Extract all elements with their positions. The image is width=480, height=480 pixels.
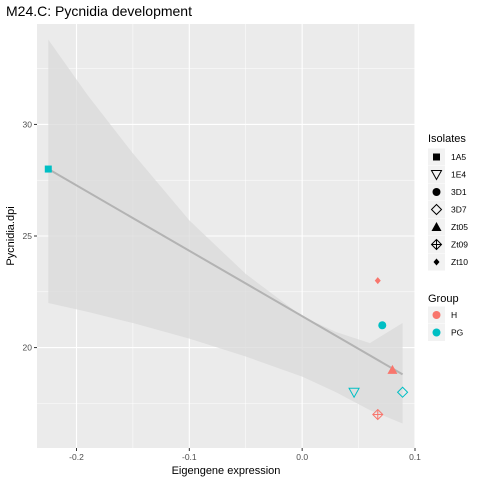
legend-group-items: H PG — [428, 306, 463, 341]
confidence-ribbon-layer — [48, 39, 403, 424]
x-tick-label: -0.2 — [69, 452, 84, 462]
fit-line-layer — [47, 168, 404, 376]
x-axis-label: Eigengene expression — [172, 465, 281, 477]
legend-isolates-items: 1A5 1E4 3D1 3D7 Zt05 Zt09 Zt10 — [428, 148, 468, 271]
triangle-down-marker — [430, 170, 443, 181]
chart-title: M24.C: Pycnidia development — [6, 3, 192, 19]
triangle-marker — [387, 364, 398, 374]
data-point-zt09 — [372, 408, 384, 421]
diamond-marker — [396, 386, 409, 398]
data-points — [44, 165, 409, 421]
legend-isolates-title: Isolates — [428, 133, 466, 145]
triangle-down-marker — [348, 387, 360, 399]
small-diamond-marker — [433, 258, 440, 266]
legend-key-3d7 — [430, 203, 443, 216]
data-point-3d1 — [378, 321, 387, 330]
x-tick-label: 0.0 — [296, 452, 308, 462]
data-point-zt10 — [374, 277, 381, 285]
small-diamond-marker — [374, 277, 381, 285]
legend-label-3d7: 3D7 — [451, 205, 467, 215]
legend-key-zt09 — [430, 238, 443, 251]
legend-label-zt10: Zt10 — [451, 257, 468, 267]
square-marker — [44, 165, 52, 173]
x-tick-label: 0.1 — [409, 452, 421, 462]
legend-label-3d1: 3D1 — [451, 187, 467, 197]
axes: -0.2 -0.1 0.0 0.1 20 25 30 — [23, 119, 422, 462]
data-point-1a5 — [44, 165, 52, 173]
y-tick-label: 25 — [23, 231, 33, 241]
circle-marker — [432, 188, 441, 196]
legend-color-pg — [432, 328, 441, 337]
legend-label-zt09: Zt09 — [451, 240, 468, 250]
diamond-marker — [430, 203, 443, 216]
data-point-3d7 — [396, 386, 409, 398]
circle-marker — [378, 321, 387, 330]
legend-key-zt05 — [431, 222, 442, 231]
legend-label-1e4: 1E4 — [451, 170, 466, 180]
y-tick-label: 30 — [23, 119, 33, 129]
legend-color-h — [432, 311, 441, 319]
legend-label-1a5: 1A5 — [451, 152, 466, 162]
legend-key-1e4 — [430, 170, 443, 181]
y-axis-label: Pycnidia.dpi — [5, 206, 17, 265]
legend-group-title: Group — [428, 293, 459, 305]
x-tick-label: -0.1 — [182, 452, 197, 462]
data-point-1e4 — [348, 387, 360, 399]
legend-key-zt10 — [433, 258, 440, 266]
regression-line — [47, 168, 404, 376]
triangle-marker — [431, 222, 442, 231]
data-point-zt05 — [387, 364, 398, 374]
square-marker — [433, 153, 440, 161]
legend-key-3d1 — [432, 188, 441, 196]
legend-key-1a5 — [433, 153, 440, 161]
legend-label-h: H — [451, 310, 457, 320]
legend-label-pg: PG — [451, 328, 463, 338]
confidence-ribbon — [48, 39, 403, 424]
y-tick-label: 20 — [23, 343, 33, 353]
legend-key-bg — [428, 201, 445, 218]
legend-label-zt05: Zt05 — [451, 222, 468, 232]
